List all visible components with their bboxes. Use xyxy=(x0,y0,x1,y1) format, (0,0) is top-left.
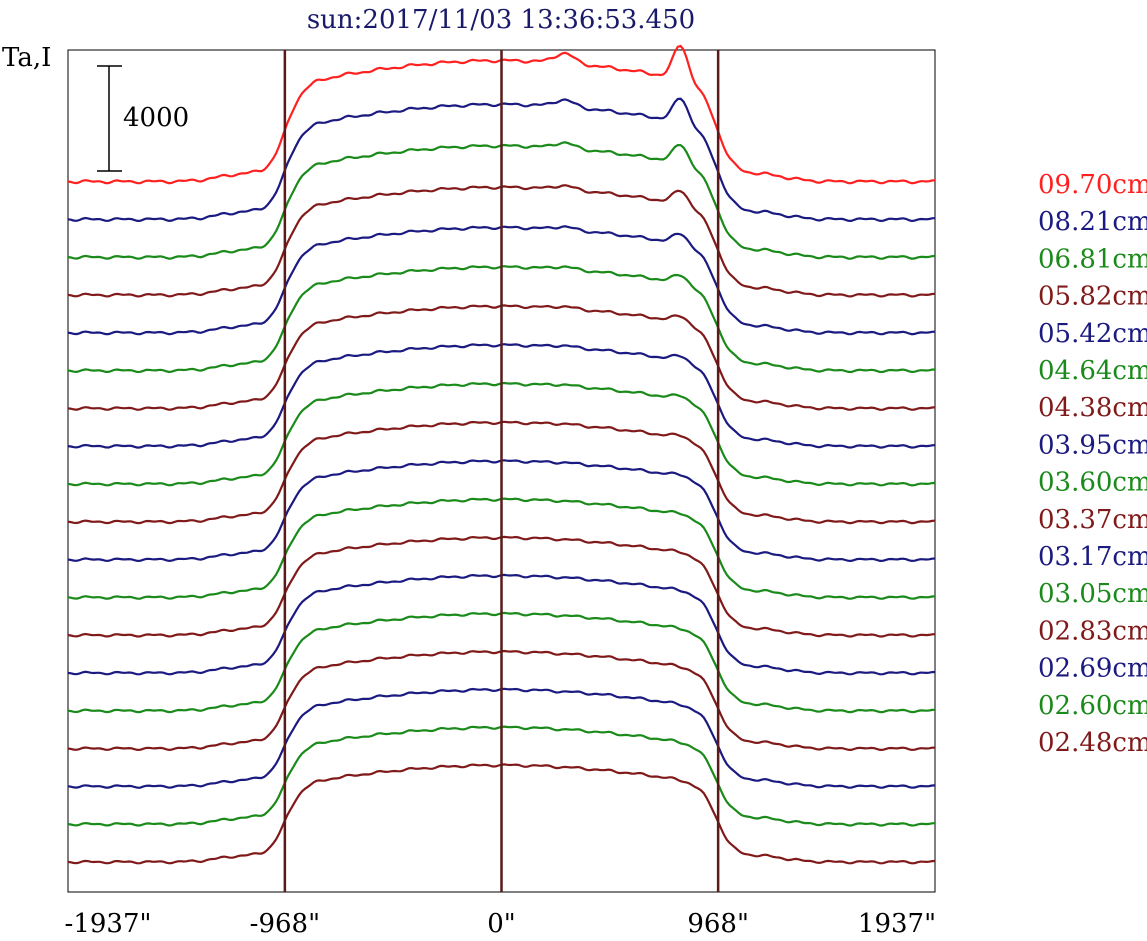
x-tick-label: -968" xyxy=(250,909,320,939)
legend-entry: 03.95cm xyxy=(1038,430,1147,460)
legend-entry: 03.05cm xyxy=(1038,579,1147,609)
legend-entry: 08.21cm xyxy=(1038,207,1147,237)
legend-entry: 02.69cm xyxy=(1038,654,1147,684)
x-tick-labels: -1937" -968" 0" 968" 1937" xyxy=(65,909,937,939)
x-tick-label: 968" xyxy=(687,909,749,939)
legend-entry: 04.64cm xyxy=(1038,356,1147,386)
x-tick-label: 0" xyxy=(487,909,516,939)
legend: 09.70cm 08.21cm 06.81cm 05.82cm 05.42cm 04.64… xyxy=(1038,170,1147,758)
y-axis-label: Ta,I xyxy=(2,43,51,73)
legend-entry: 09.70cm xyxy=(1038,170,1147,200)
legend-entry: 04.38cm xyxy=(1038,393,1147,423)
legend-entry: 02.83cm xyxy=(1038,616,1147,646)
legend-entry: 05.82cm xyxy=(1038,282,1147,312)
x-tick-label: -1937" xyxy=(65,909,152,939)
legend-entry: 03.17cm xyxy=(1038,542,1147,572)
scale-bar-label: 4000 xyxy=(123,103,189,133)
legend-entry: 02.60cm xyxy=(1038,691,1147,721)
legend-entry: 03.37cm xyxy=(1038,505,1147,535)
chart-title: sun:2017/11/03 13:36:53.450 xyxy=(307,5,695,35)
x-tick-label: 1937" xyxy=(858,909,936,939)
legend-entry: 03.60cm xyxy=(1038,468,1147,498)
legend-entry: 02.48cm xyxy=(1038,728,1147,758)
legend-entry: 05.42cm xyxy=(1038,319,1147,349)
legend-entry: 06.81cm xyxy=(1038,244,1147,274)
scale-bar: 4000 xyxy=(97,65,189,172)
reference-lines xyxy=(283,50,720,892)
